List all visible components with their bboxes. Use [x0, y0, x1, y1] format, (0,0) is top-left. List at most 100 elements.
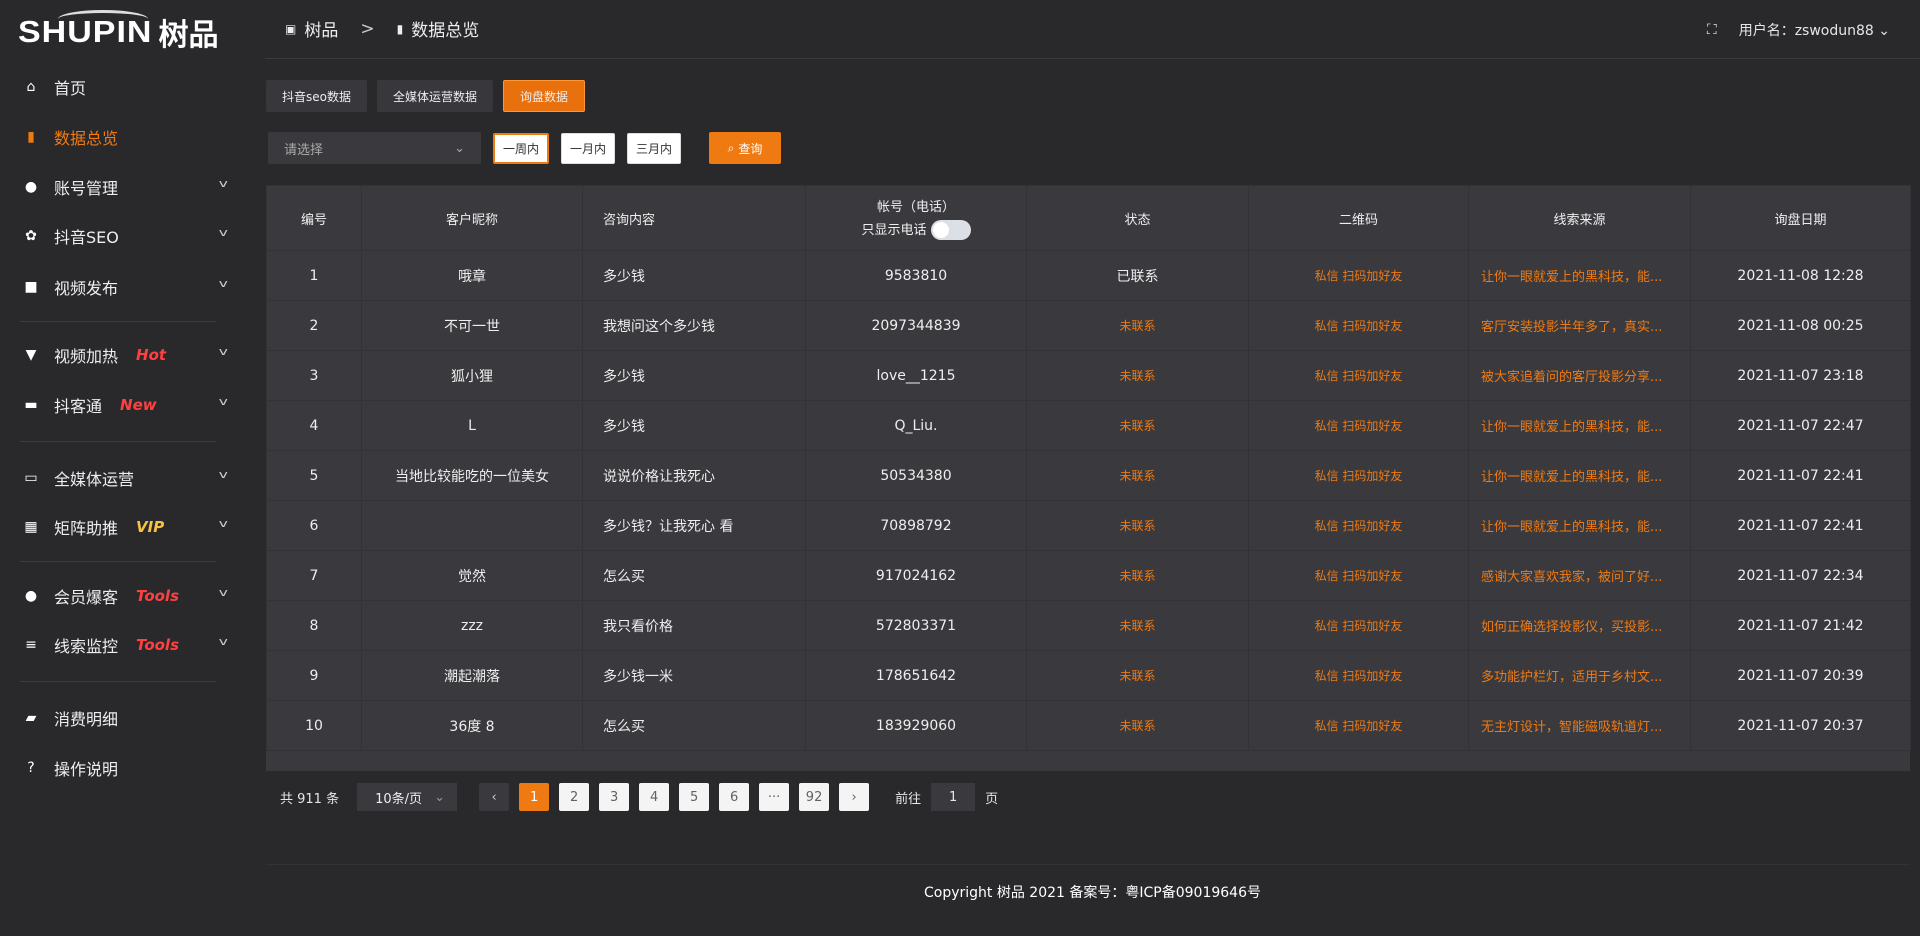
cell-qrcode[interactable]: 私信 扫码加好友 [1248, 350, 1469, 401]
breadcrumb-item-current: 数据总览 [411, 21, 480, 41]
header: ▣ 树品 > ▮ 数据总览 ⛶ 用户名：zswodun88 ⌄ [265, 0, 1920, 59]
sidebar-item-3[interactable]: ✿ 抖音SEO v [22, 218, 228, 254]
pagination: 共 911 条 10条/页 ⌄ ‹ 1 2 3 4 5 6 ··· 92 › 前往 1 页 [280, 783, 998, 811]
sidebar-item-10[interactable]: ≡ 线索监控 Tools v [22, 627, 228, 663]
page-button[interactable]: 2 [559, 783, 590, 811]
cell-content: 说说价格让我死心 [582, 450, 806, 501]
phone-only-label: 只显示电话 [861, 222, 927, 238]
prev-page-button[interactable]: ‹ [479, 783, 510, 811]
tab-all-media[interactable]: 全媒体运营数据 [376, 80, 493, 112]
page-button[interactable]: 5 [679, 783, 710, 811]
cell-qrcode[interactable]: 私信 扫码加好友 [1248, 550, 1469, 601]
cell-source[interactable]: 被大家追着问的客厅投影分享... [1468, 350, 1691, 401]
cell-source[interactable]: 无主灯设计，智能磁吸轨道灯... [1468, 700, 1691, 751]
sidebar-item-7[interactable]: ▭ 全媒体运营 v [22, 460, 228, 496]
tab-inquiry[interactable]: 询盘数据 [503, 80, 586, 112]
fullscreen-icon[interactable]: ⛶ [1706, 22, 1717, 38]
search-icon: ⌕ [727, 140, 735, 155]
cell-content: 多少钱 [582, 250, 806, 301]
footer-divider [266, 864, 1910, 865]
cell-qrcode[interactable]: 私信 扫码加好友 [1248, 450, 1469, 501]
cell-content: 多少钱 [582, 400, 806, 451]
phone-only-toggle[interactable] [930, 220, 971, 241]
cell-content: 我只看价格 [582, 600, 806, 651]
cell-qrcode[interactable]: 私信 扫码加好友 [1248, 650, 1469, 701]
cell-qrcode[interactable]: 私信 扫码加好友 [1248, 250, 1469, 301]
cell-source[interactable]: 让你一眼就爱上的黑科技，能... [1468, 500, 1691, 551]
cell-qrcode[interactable]: 私信 扫码加好友 [1248, 600, 1469, 651]
page-button[interactable]: 92 [799, 783, 830, 811]
cell-qrcode[interactable]: 私信 扫码加好友 [1248, 500, 1469, 551]
cell-id: 7 [266, 550, 362, 601]
range-month-button[interactable]: 一月内 [561, 132, 616, 164]
table-row: 3 狐小狸 多少钱 love__1215 未联系 私信 扫码加好友 被大家追着问的客厅投影分… [266, 350, 1911, 401]
query-button[interactable]: ⌕ 查询 [709, 132, 782, 164]
sidebar-item-label: 矩阵助推 [54, 519, 119, 538]
wallet-icon: ▰ [25, 710, 37, 726]
user-menu[interactable]: 用户名：zswodun88 ⌄ [1739, 20, 1890, 40]
cell-source[interactable]: 让你一眼就爱上的黑科技，能... [1468, 400, 1691, 451]
source-select[interactable]: 请选择 ⌄ [268, 132, 481, 164]
range-week-button[interactable]: 一周内 [493, 132, 550, 164]
chat-icon: ▬ [24, 397, 38, 413]
cell-nickname [361, 500, 583, 551]
cell-account: love__1215 [805, 350, 1027, 401]
table-header-row: 编号 客户昵称 咨询内容 帐号（电话） 只显示电话 状态 二维码 线索来源 询盘… [266, 185, 1911, 251]
breadcrumb-home-icon: ▣ [285, 21, 297, 36]
sidebar-item-6[interactable]: ▬ 抖客通 New v [22, 387, 229, 423]
cell-nickname: 觉然 [361, 550, 583, 601]
page-button[interactable]: 4 [639, 783, 670, 811]
sidebar-item-12[interactable]: ? 操作说明 [22, 750, 227, 786]
cell-status: 已联系 [1026, 250, 1249, 301]
cell-source[interactable]: 多功能护栏灯，适用于乡村文... [1468, 650, 1691, 701]
cell-qrcode[interactable]: 私信 扫码加好友 [1248, 300, 1469, 351]
monitor-icon: ▭ [24, 470, 38, 486]
chevron-down-icon: v [219, 395, 229, 408]
sidebar-item-2[interactable]: ● 账号管理 v [22, 169, 228, 205]
cell-date: 2021-11-07 23:18 [1690, 350, 1911, 401]
sidebar-item-label: 抖音SEO [54, 228, 119, 247]
help-icon: ? [27, 760, 35, 776]
cell-source[interactable]: 如何正确选择投影仪，买投影... [1468, 600, 1691, 651]
cell-source[interactable]: 让你一眼就爱上的黑科技，能... [1468, 250, 1691, 301]
cell-account: 50534380 [805, 450, 1027, 501]
sidebar-item-11[interactable]: ▰ 消费明细 [22, 700, 227, 736]
cell-source[interactable]: 让你一眼就爱上的黑科技，能... [1468, 450, 1691, 501]
bar-chart-icon: ▮ [27, 129, 35, 145]
cell-date: 2021-11-08 00:25 [1690, 300, 1911, 351]
logo[interactable]: SHUPIN 树品 [18, 10, 218, 53]
page-button[interactable]: 3 [599, 783, 630, 811]
cell-source[interactable]: 感谢大家喜欢我家，被问了好... [1468, 550, 1691, 601]
table-row: 4 L 多少钱 Q_Liu. 未联系 私信 扫码加好友 让你一眼就爱上的黑科技，能... 20… [266, 400, 1911, 451]
sidebar-item-1[interactable]: ▮ 数据总览 [22, 119, 227, 155]
sidebar-item-5[interactable]: ▼ 视频加热 Hot v [22, 337, 229, 373]
cell-qrcode[interactable]: 私信 扫码加好友 [1248, 700, 1469, 751]
goto-prefix: 前往 [895, 791, 922, 807]
sidebar-item-9[interactable]: ● 会员爆客 Tools v [22, 578, 229, 614]
sidebar-item-label: 视频发布 [54, 279, 119, 298]
sidebar-item-label: 操作说明 [54, 760, 119, 779]
page-size-select[interactable]: 10条/页 ⌄ [357, 783, 458, 811]
logo-text-cn: 树品 [158, 18, 219, 53]
logo-text-en: SHUPIN [18, 14, 153, 49]
sidebar-item-4[interactable]: ■ 视频发布 v [22, 269, 228, 305]
header-account-label: 帐号（电话） [876, 199, 955, 215]
tab-douyin-seo[interactable]: 抖音seo数据 [266, 80, 367, 112]
cell-status: 未联系 [1026, 550, 1249, 601]
range-three-months-button[interactable]: 三月内 [627, 132, 682, 164]
cell-qrcode[interactable]: 私信 扫码加好友 [1248, 400, 1469, 451]
sidebar-item-8[interactable]: ▦ 矩阵助推 VIP v [22, 509, 229, 545]
chevron-down-icon: v [219, 517, 229, 530]
next-page-button[interactable]: › [839, 783, 870, 811]
cell-content: 多少钱 [582, 350, 806, 401]
cell-source[interactable]: 客厅安装投影半年多了，真实... [1468, 300, 1691, 351]
sidebar-item-0[interactable]: ⌂ 首页 [22, 69, 227, 105]
breadcrumb-item-home[interactable]: 树品 [304, 21, 339, 41]
page-button[interactable]: 1 [519, 783, 550, 811]
goto-page-input[interactable]: 1 [931, 783, 976, 811]
cell-status: 未联系 [1026, 700, 1249, 751]
sliders-icon: ≡ [25, 637, 37, 653]
page-button[interactable]: ··· [759, 783, 790, 811]
page-button[interactable]: 6 [719, 783, 750, 811]
chevron-down-icon: v [219, 586, 229, 599]
